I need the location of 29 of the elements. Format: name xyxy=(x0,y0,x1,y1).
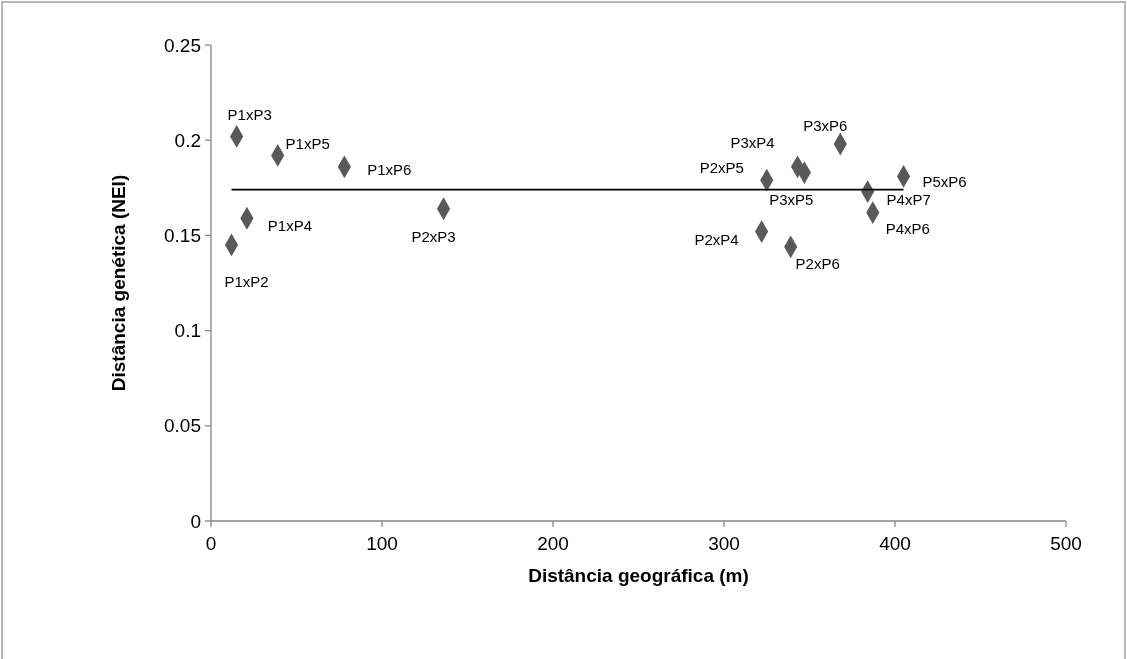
data-label: P1xP3 xyxy=(227,105,272,123)
x-axis-title: Distância geográfica (m) xyxy=(528,564,749,586)
data-label: P1xP5 xyxy=(285,134,330,152)
data-label: P5xP6 xyxy=(922,172,967,190)
data-label: P1xP6 xyxy=(367,161,412,179)
x-tick-label: 500 xyxy=(1050,532,1082,554)
data-label: P4xP6 xyxy=(885,220,930,238)
x-tick-label: 0 xyxy=(205,532,217,554)
data-label: P2xP4 xyxy=(694,231,739,249)
data-label: P2xP5 xyxy=(699,158,744,176)
y-tick-label: 0.1 xyxy=(174,320,201,342)
data-label: P3xP4 xyxy=(730,134,775,152)
x-tick-label: 100 xyxy=(366,532,398,554)
x-tick-label: 200 xyxy=(537,532,569,554)
data-label: P3xP6 xyxy=(803,116,848,134)
y-tick-label: 0.25 xyxy=(164,34,201,56)
y-tick-label: 0.05 xyxy=(164,415,201,437)
y-axis-title: Distância genética (NEI) xyxy=(107,174,129,392)
y-tick-label: 0 xyxy=(190,510,201,532)
data-label: P2xP6 xyxy=(795,255,840,273)
data-label: P1xP4 xyxy=(267,216,313,234)
y-tick-label: 0.15 xyxy=(164,224,201,246)
y-tick-label: 0.2 xyxy=(174,129,201,151)
data-label: P4xP7 xyxy=(886,191,931,209)
x-tick-label: 400 xyxy=(879,532,911,554)
data-label: P1xP2 xyxy=(224,273,269,291)
data-label: P3xP5 xyxy=(769,191,814,209)
x-tick-label: 300 xyxy=(708,532,740,554)
data-label: P2xP3 xyxy=(411,228,456,246)
